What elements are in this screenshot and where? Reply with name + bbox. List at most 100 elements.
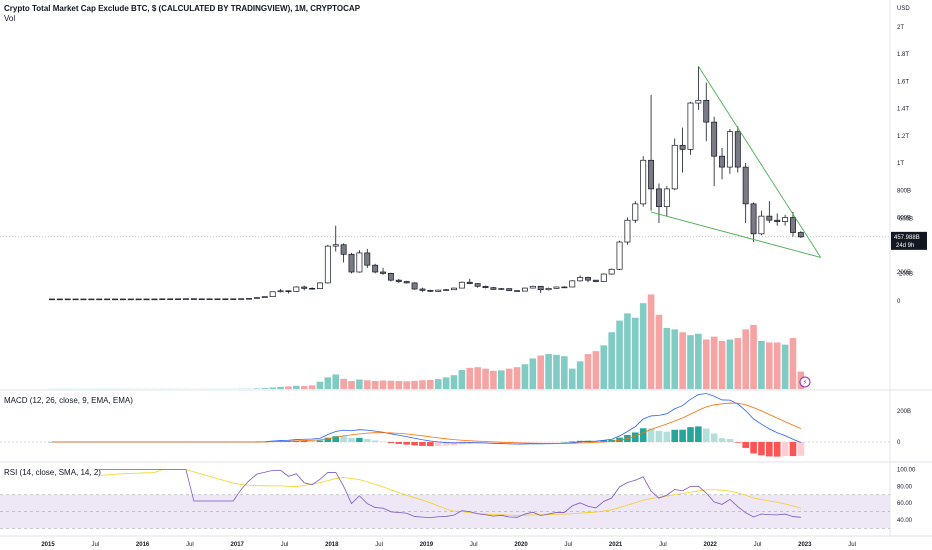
volume-bar bbox=[253, 388, 261, 389]
time-axis-tick: Jul bbox=[91, 542, 99, 548]
volume-bar bbox=[458, 370, 466, 389]
candle-body bbox=[183, 298, 189, 300]
macd-histogram-bar bbox=[734, 442, 742, 443]
time-axis-tick: Jul bbox=[848, 542, 856, 548]
macd-histogram-bar bbox=[687, 427, 694, 442]
candle-body bbox=[372, 264, 379, 273]
macd-histogram-bar bbox=[442, 442, 450, 446]
macd-histogram-bar bbox=[395, 442, 403, 444]
candle-body bbox=[553, 286, 560, 289]
macd-histogram-bar bbox=[781, 442, 789, 456]
volume-bar bbox=[340, 378, 347, 389]
volume-bar bbox=[482, 368, 489, 389]
candle-body bbox=[348, 253, 355, 273]
macd-histogram-bar bbox=[348, 437, 355, 442]
macd-histogram-bar bbox=[576, 440, 584, 442]
macd-histogram-bar bbox=[332, 436, 340, 442]
candle-body bbox=[261, 296, 268, 298]
candle-body bbox=[750, 203, 757, 235]
volume-bar bbox=[584, 354, 592, 389]
volume-bar bbox=[663, 327, 671, 389]
time-axis-tick: Jul bbox=[659, 542, 667, 548]
candle-body bbox=[529, 285, 536, 289]
macd-histogram-bar bbox=[387, 442, 395, 443]
candle-body bbox=[687, 102, 694, 150]
time-axis-tick: Jul bbox=[375, 542, 383, 548]
current-price-countdown: 24d 9h bbox=[896, 243, 914, 249]
volume-bar bbox=[356, 379, 363, 389]
macd-histogram-bar bbox=[316, 440, 324, 442]
macd-histogram-bar bbox=[758, 442, 765, 456]
volume-bar bbox=[781, 344, 789, 389]
time-axis-tick: Jul bbox=[470, 542, 478, 548]
volume-bar bbox=[427, 379, 434, 389]
candle-body bbox=[104, 298, 111, 301]
macd-histogram-bar bbox=[371, 440, 379, 442]
macd-histogram-bar bbox=[632, 432, 639, 442]
macd-histogram-bar bbox=[419, 442, 426, 446]
volume-bar bbox=[655, 314, 663, 389]
volume-bar bbox=[497, 370, 505, 389]
volume-bar bbox=[395, 381, 403, 389]
volume-bar bbox=[632, 317, 639, 389]
candle-body bbox=[458, 281, 465, 289]
volume-bar bbox=[624, 313, 631, 389]
volume-bar bbox=[687, 335, 694, 389]
volume-bar bbox=[450, 375, 458, 389]
volume-bar bbox=[608, 332, 615, 389]
macd-histogram-bar bbox=[750, 442, 757, 454]
volume-bar bbox=[277, 386, 284, 389]
volume-bar bbox=[710, 336, 718, 389]
macd-histogram-bar bbox=[356, 437, 363, 442]
candle-body bbox=[364, 252, 371, 266]
candle-body bbox=[592, 279, 599, 282]
candle-body bbox=[332, 244, 339, 247]
candle-body bbox=[679, 144, 686, 150]
time-axis-tick: 2020 bbox=[514, 542, 528, 548]
candle-body bbox=[64, 298, 71, 301]
candle-body bbox=[293, 286, 300, 292]
candle-body bbox=[309, 288, 316, 290]
candle-body bbox=[387, 273, 394, 281]
volume-bar bbox=[647, 294, 655, 389]
candle-body bbox=[175, 298, 182, 300]
candle-body bbox=[190, 298, 197, 300]
candle-body bbox=[561, 286, 568, 289]
candle-body bbox=[782, 217, 789, 222]
volume-bar bbox=[490, 370, 497, 389]
candle-body bbox=[498, 288, 505, 290]
volume-bar bbox=[545, 354, 552, 389]
candle-body bbox=[624, 219, 631, 243]
volume-bar bbox=[734, 338, 742, 389]
macd-histogram-bar bbox=[647, 428, 655, 442]
volume-bar bbox=[616, 320, 623, 389]
candle-body bbox=[742, 166, 749, 205]
candle-body bbox=[356, 252, 363, 273]
candle-body bbox=[435, 289, 442, 292]
macd-histogram-bar bbox=[340, 436, 347, 442]
volume-bar bbox=[324, 377, 332, 389]
price-axis-tick: 1.4T bbox=[897, 107, 909, 113]
volume-bar bbox=[403, 381, 410, 389]
price-axis-currency: USD bbox=[897, 6, 910, 12]
candle-body bbox=[640, 159, 647, 205]
volume-bar bbox=[773, 342, 781, 389]
volume-legend-label: Vol bbox=[4, 14, 16, 23]
macd-histogram-bar bbox=[695, 426, 702, 442]
candle-body bbox=[632, 203, 639, 221]
candle-body bbox=[395, 279, 402, 282]
candle-body bbox=[521, 287, 528, 292]
time-axis-tick: 2019 bbox=[420, 542, 434, 548]
volume-bar bbox=[553, 354, 560, 389]
candle-body bbox=[411, 282, 418, 290]
candle-body bbox=[443, 289, 450, 291]
candle-body bbox=[112, 298, 118, 301]
candle-body bbox=[663, 188, 670, 207]
candle-body bbox=[119, 298, 126, 301]
macd-axis-tick: 200B bbox=[897, 409, 911, 415]
volume-bar bbox=[434, 379, 442, 389]
macd-histogram-bar bbox=[300, 440, 308, 442]
candle-body bbox=[340, 244, 347, 255]
candle-body bbox=[600, 273, 607, 282]
